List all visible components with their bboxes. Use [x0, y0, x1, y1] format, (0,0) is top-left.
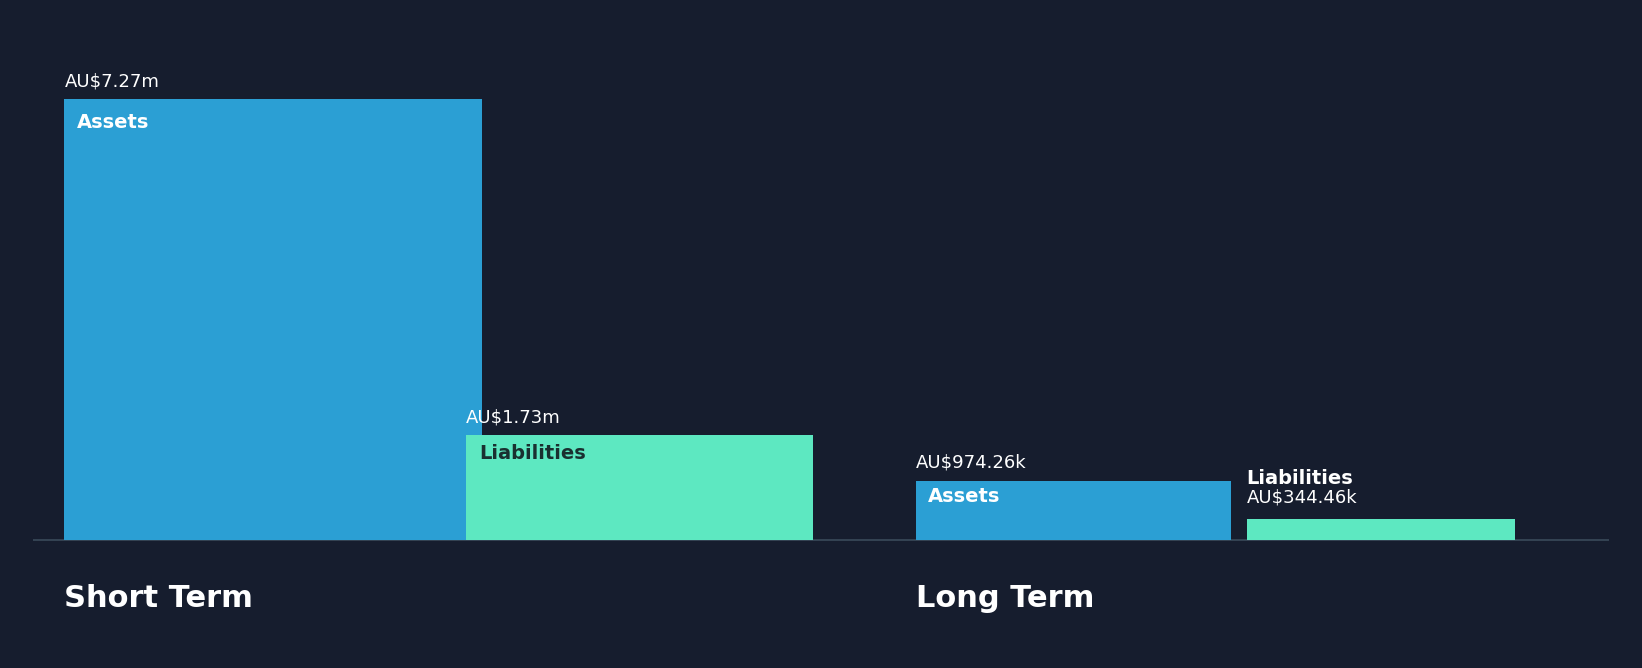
Bar: [916, 481, 1232, 540]
Bar: [466, 435, 813, 540]
Text: Assets: Assets: [928, 488, 1000, 506]
Text: Liabilities: Liabilities: [1246, 469, 1353, 488]
Bar: [1246, 519, 1514, 540]
Text: AU$7.27m: AU$7.27m: [64, 73, 159, 91]
Text: AU$344.46k: AU$344.46k: [1246, 488, 1358, 506]
Text: Assets: Assets: [77, 113, 149, 132]
Bar: [64, 100, 483, 540]
Text: Liabilities: Liabilities: [479, 444, 586, 463]
Text: Long Term: Long Term: [916, 584, 1094, 613]
Text: AU$1.73m: AU$1.73m: [466, 408, 562, 426]
Text: Short Term: Short Term: [64, 584, 253, 613]
Text: AU$974.26k: AU$974.26k: [916, 454, 1026, 472]
